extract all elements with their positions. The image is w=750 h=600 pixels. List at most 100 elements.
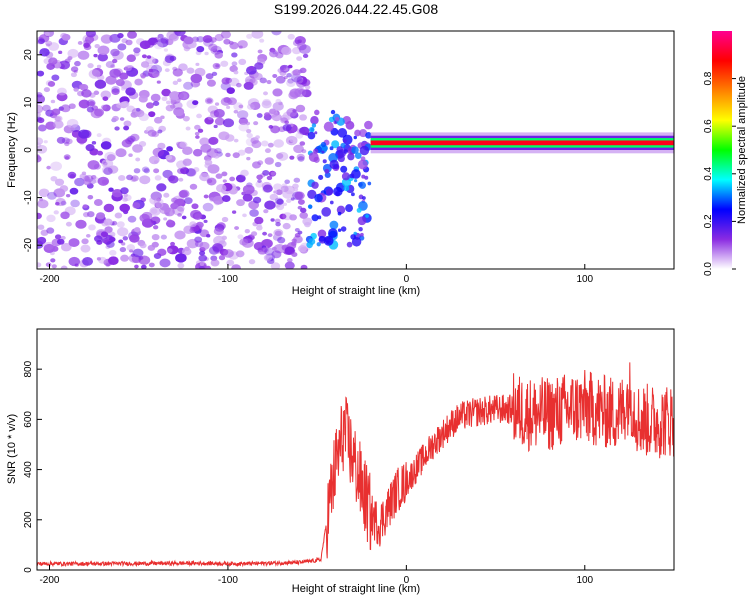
heat-cell [90, 108, 103, 119]
heat-cell [255, 181, 264, 188]
heat-cell [307, 189, 317, 200]
heat-cell [43, 241, 54, 251]
heat-cell [296, 153, 305, 161]
heat-cell [231, 61, 238, 66]
heat-cell [37, 199, 49, 209]
heat-cell [212, 152, 221, 159]
heat-cell [103, 218, 113, 226]
heat-cell [112, 189, 123, 198]
heat-cell [128, 153, 133, 157]
heat-cell [96, 64, 102, 69]
heat-cell [223, 249, 234, 258]
heat-cell [148, 111, 156, 118]
heat-cell [170, 241, 175, 246]
heat-cell [343, 185, 350, 192]
heat-cell [212, 243, 224, 252]
heat-cell [204, 51, 209, 56]
heat-cell [139, 72, 147, 78]
heat-cell [291, 252, 298, 257]
heat-cell [39, 197, 44, 202]
heat-cell [196, 113, 202, 119]
heat-cell [367, 181, 372, 186]
heat-cell [221, 216, 229, 223]
heat-cell [320, 141, 327, 148]
heat-cell [134, 264, 139, 269]
heat-region-2 [370, 132, 674, 154]
heat-cell [177, 78, 182, 83]
heat-cell [272, 88, 283, 97]
heat-cell [318, 235, 325, 242]
heat-cell [275, 98, 282, 104]
heat-cell [105, 60, 115, 69]
heat-cell [37, 236, 47, 245]
heat-cell [296, 56, 303, 61]
snr-panel: -200 -100 0 100 0 200 400 600 800 Height of str… [6, 328, 675, 595]
heat-cell [257, 223, 262, 228]
snr-y-ticks: 0 200 400 600 800 [23, 360, 42, 573]
spectrogram-y-tick-label: -20 [23, 238, 34, 253]
heat-cell [100, 141, 112, 150]
heat-cell [127, 215, 137, 223]
heat-cell [321, 206, 332, 217]
heat-cell [263, 254, 273, 262]
heat-cell [247, 98, 260, 108]
heat-cell [292, 109, 297, 113]
heat-cell [97, 45, 110, 55]
heat-cell [337, 211, 342, 216]
heat-cell [165, 104, 175, 112]
heat-cell [317, 229, 327, 239]
heat-cell [148, 68, 154, 73]
heat-cell [140, 61, 150, 68]
heat-cell [229, 65, 238, 73]
heat-cell [115, 78, 125, 87]
heat-cell [77, 50, 90, 60]
heat-cell [70, 199, 80, 208]
heat-cell [340, 226, 347, 232]
heat-cell [194, 131, 200, 136]
heat-cell [152, 147, 165, 157]
heat-cell [100, 34, 113, 44]
heat-cell [197, 128, 204, 133]
heat-cell [222, 118, 235, 128]
heat-cell [244, 229, 250, 234]
heat-cell [161, 96, 168, 102]
heat-cell [85, 144, 95, 152]
heat-cell [251, 31, 264, 39]
heat-cell [123, 125, 130, 131]
snr-x-tick-label: -100 [218, 575, 238, 586]
heat-cell [353, 135, 358, 140]
heat-cell [111, 86, 120, 93]
heat-cell [236, 82, 242, 88]
heat-cell [106, 240, 115, 248]
heat-cell [214, 200, 221, 206]
heat-cell [237, 234, 244, 240]
heat-cell [154, 202, 162, 209]
heat-cell [361, 174, 366, 179]
heat-cell [118, 239, 124, 244]
heat-cell [263, 209, 269, 214]
heat-cell [232, 152, 240, 159]
heat-cell [195, 62, 200, 66]
heat-cell [276, 151, 289, 161]
heat-cell [286, 79, 296, 88]
heat-cell [88, 69, 101, 79]
spectrogram-y-tick-label: -10 [23, 190, 34, 205]
heat-cell [216, 222, 226, 230]
heat-cell [161, 88, 171, 97]
heat-cell [238, 123, 249, 132]
heat-cell [357, 216, 367, 226]
heat-cell [173, 107, 185, 117]
heat-cell [218, 114, 223, 118]
heat-cell [286, 73, 292, 78]
heat-cell [37, 38, 45, 44]
heat-cell [75, 219, 87, 229]
heat-cell [220, 82, 231, 91]
heat-cell [282, 222, 291, 230]
heat-cell [298, 44, 311, 55]
heat-cell [196, 46, 205, 53]
heat-cell [345, 204, 353, 213]
heat-cell [150, 216, 161, 225]
snr-series-line [37, 362, 674, 568]
heat-cell [167, 219, 173, 224]
heat-cell [295, 132, 304, 139]
